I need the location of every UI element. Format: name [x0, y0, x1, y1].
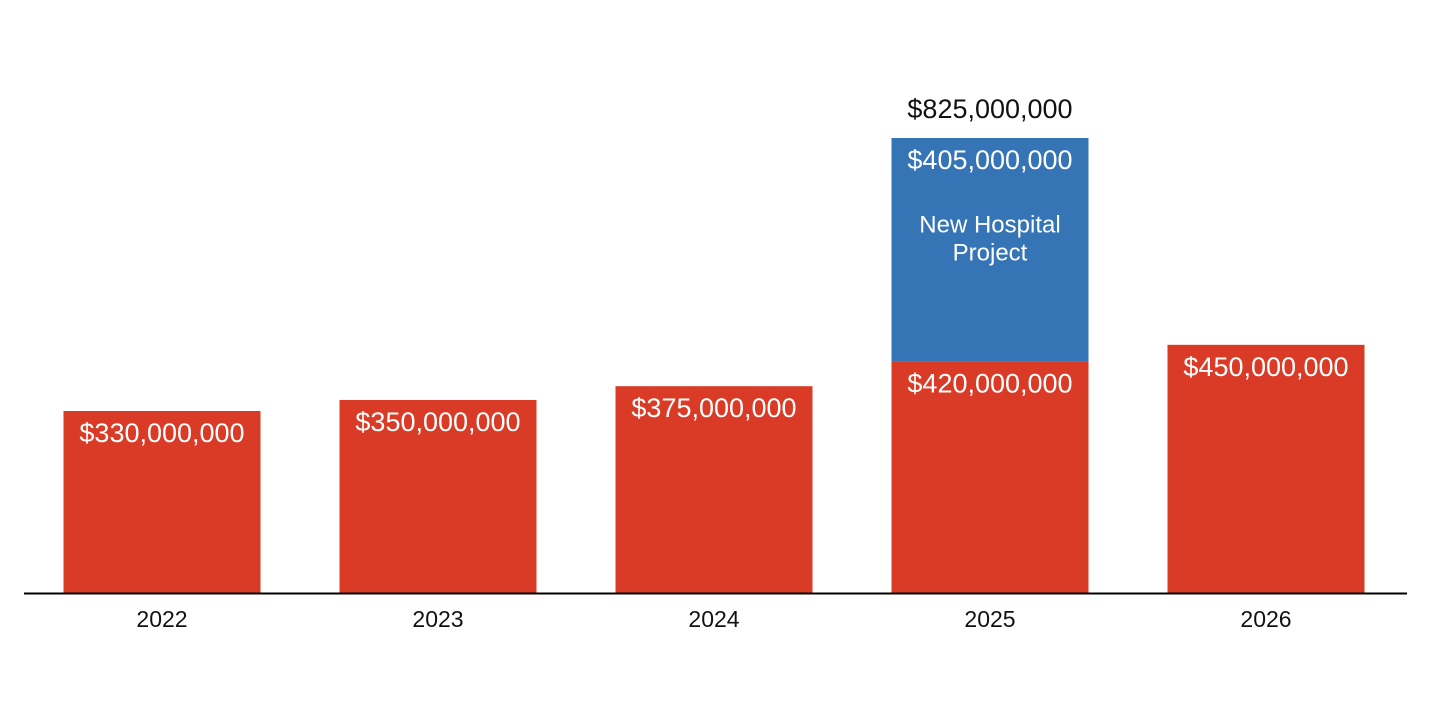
x-tick-label-2024: 2024	[688, 606, 739, 632]
bar-value-label-2026-base: $450,000,000	[1183, 352, 1348, 382]
x-tick-label-2023: 2023	[412, 606, 463, 632]
bar-2025-new-hospital-project	[891, 138, 1089, 362]
total-label-2025: $825,000,000	[907, 94, 1072, 124]
series-annotation-line-1: New Hospital	[919, 212, 1060, 239]
bars-layer	[63, 138, 1365, 593]
bar-2024-base	[615, 386, 813, 593]
labels-layer: $330,000,000 $350,000,000 $375,000,000 $420…	[79, 94, 1348, 448]
bar-2023-base	[339, 399, 537, 593]
x-tick-label-2025: 2025	[964, 606, 1015, 632]
bar-value-label-2023-base: $350,000,000	[355, 407, 520, 437]
x-tick-labels: 2022 2023 2024 2025 2026	[136, 606, 1291, 632]
bar-2022-base	[63, 411, 261, 593]
bar-2025-base	[891, 361, 1089, 593]
series-annotation-line-2: Project	[953, 240, 1028, 267]
x-tick-label-2022: 2022	[136, 606, 187, 632]
bar-2026-base	[1167, 344, 1365, 593]
bar-value-label-2022-base: $330,000,000	[79, 418, 244, 448]
x-tick-label-2026: 2026	[1240, 606, 1291, 632]
bar-value-label-2025-new-hospital-project: $405,000,000	[907, 145, 1072, 175]
bar-value-label-2025-base: $420,000,000	[907, 368, 1072, 398]
bar-value-label-2024-base: $375,000,000	[631, 393, 796, 423]
